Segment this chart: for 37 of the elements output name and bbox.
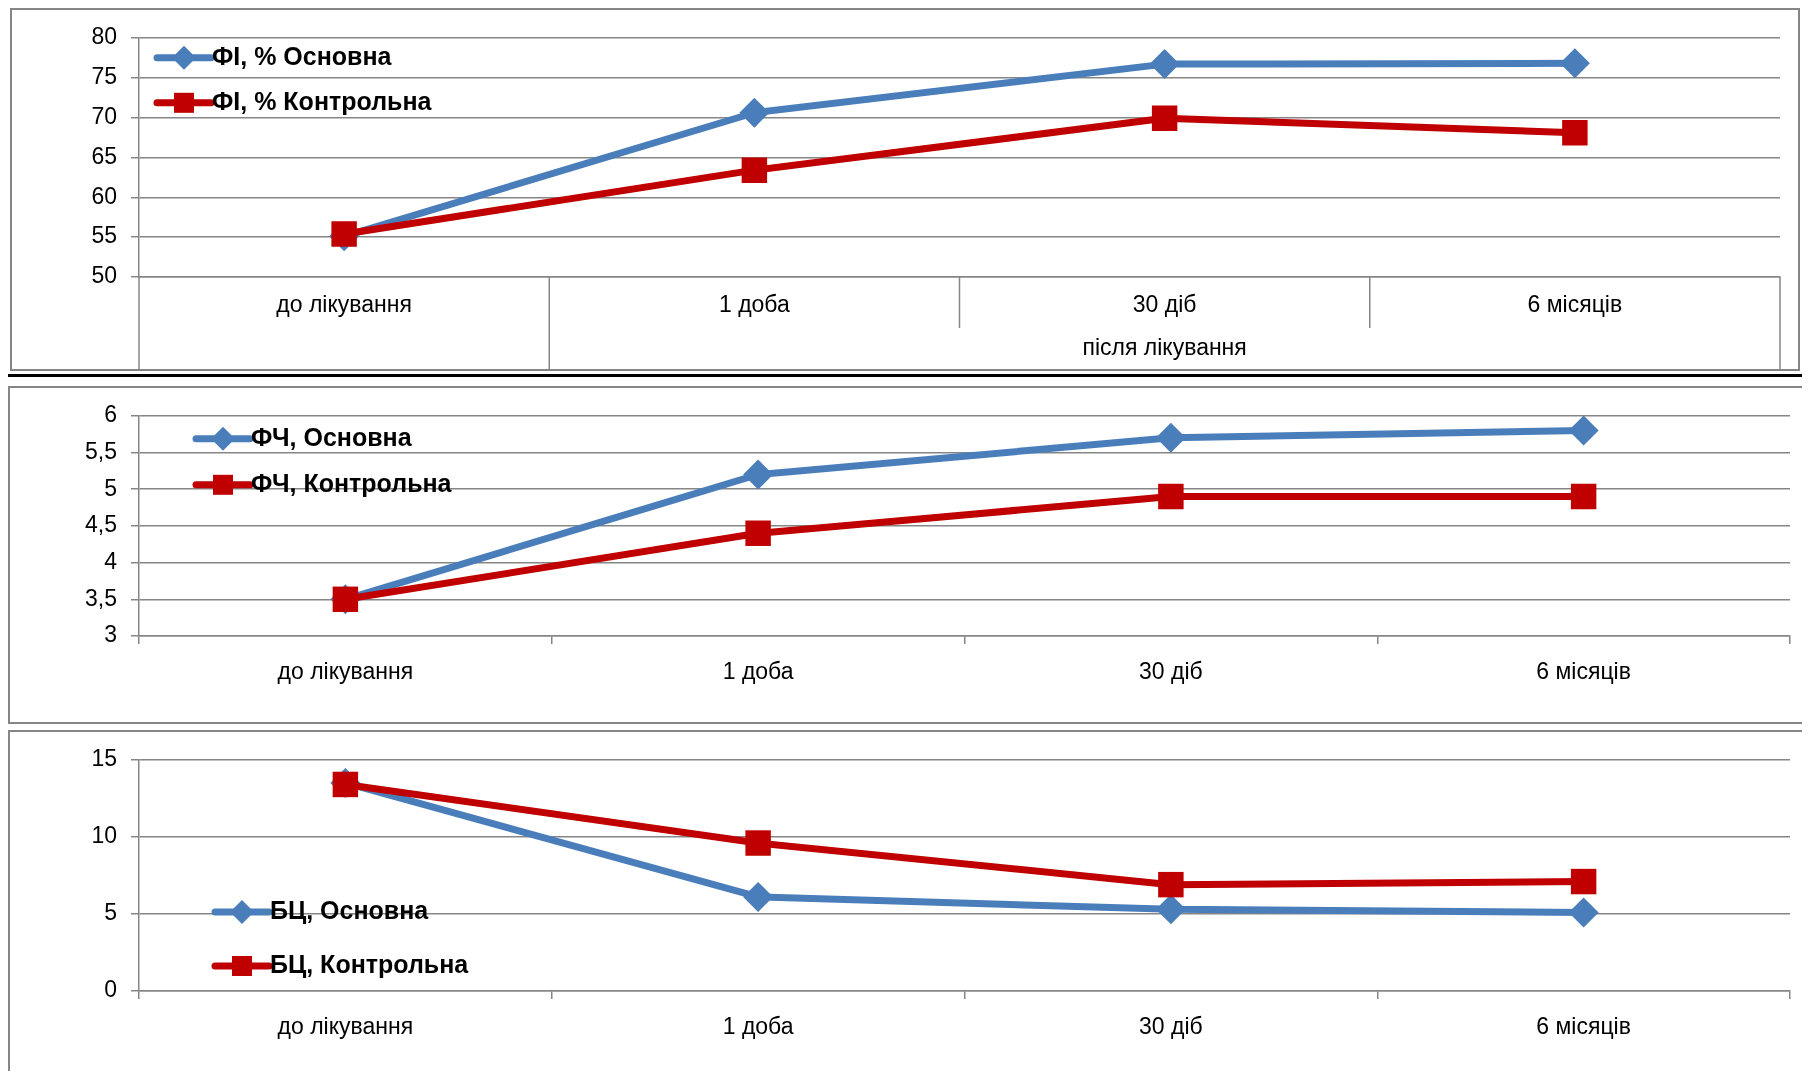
y-tick-label: 0 (104, 976, 117, 1003)
y-tick-label: 3 (104, 621, 117, 648)
x-tick-label: 6 місяців (1536, 1013, 1631, 1040)
text: після лікування (1082, 334, 1247, 361)
x-tick-label: 6 місяців (1527, 291, 1623, 318)
x-tick-label: 1 доба (718, 291, 790, 318)
x-tick-label: до лікування (276, 291, 412, 318)
legend-label: БЦ, Основна (270, 895, 430, 924)
legend-label: ФЧ, Основна (251, 422, 413, 451)
y-tick-label: 50 (91, 262, 117, 289)
y-tick-label: 5,5 (85, 437, 117, 464)
x-tick-label: 1 доба (722, 1013, 794, 1040)
legend-label: ФІ, % Контрольна (212, 86, 433, 115)
legend-label: БЦ, Контрольна (270, 949, 470, 978)
y-tick-label: 75 (91, 63, 117, 90)
y-tick-label: 5 (104, 899, 117, 926)
x-tick-label: 30 діб (1139, 1013, 1203, 1040)
y-tick-label: 10 (91, 822, 117, 849)
y-tick-label: 4 (104, 547, 118, 574)
y-tick-label: 80 (91, 23, 117, 50)
y-tick-label: 4,5 (85, 511, 117, 538)
legend-label: ФЧ, Контрольна (251, 468, 453, 497)
x-tick-label: 1 доба (722, 658, 794, 685)
y-tick-label: 6 (104, 401, 117, 428)
y-tick-label: 60 (91, 182, 117, 209)
x-tick-label: до лікування (277, 1013, 414, 1040)
y-tick-label: 65 (91, 142, 117, 169)
y-tick-label: 3,5 (85, 584, 117, 611)
y-tick-label: 55 (91, 222, 117, 249)
x-tick-label: 30 діб (1139, 658, 1203, 685)
x-tick-label: 6 місяців (1536, 658, 1631, 685)
x-tick-label: до лікування (277, 658, 414, 685)
y-tick-label: 5 (104, 474, 117, 501)
y-tick-label: 15 (91, 745, 117, 772)
x-tick-label: 30 діб (1132, 291, 1197, 318)
y-tick-label: 70 (91, 102, 117, 129)
legend-label: ФІ, % Основна (212, 41, 393, 70)
